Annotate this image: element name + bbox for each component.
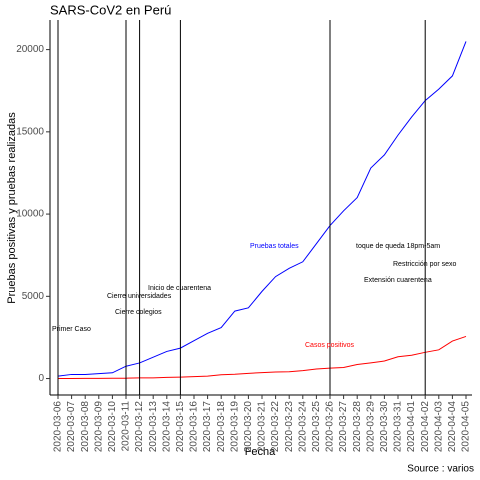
series-label: Pruebas totales (250, 243, 299, 250)
series-line (57, 41, 467, 377)
x-tick-label: 2020-03-19 (229, 401, 240, 453)
annotation: Restricción por sexo (393, 261, 457, 268)
x-tick-label: 2020-03-17 (202, 401, 213, 453)
x-tick-label: 2020-03-24 (297, 401, 308, 453)
chart-title: SARS-CoV2 en Perú (50, 2, 171, 17)
x-tick-label: 2020-03-07 (66, 401, 77, 453)
x-tick-label: 2020-03-31 (393, 401, 404, 453)
event-label: toque de queda 18pm-5am (356, 243, 440, 250)
event-label: Cierre colegios (115, 309, 162, 316)
y-tick-label: 20000 (16, 44, 44, 55)
x-tick-label: 2020-04-01 (406, 401, 417, 453)
x-tick-label: 2020-03-30 (379, 401, 390, 453)
y-tick-label: 10000 (16, 209, 44, 220)
x-tick-label: 2020-03-16 (189, 401, 200, 453)
x-tick-label: 2020-03-11 (121, 401, 132, 452)
event-label: Primer Caso (52, 326, 91, 333)
x-tick-label: 2020-04-04 (447, 401, 458, 453)
x-tick-label: 2020-03-15 (175, 401, 186, 453)
x-tick-label: 2020-03-27 (338, 401, 349, 453)
x-tick-label: 2020-03-10 (107, 401, 118, 453)
x-tick-label: 2020-04-03 (433, 401, 444, 453)
x-tick-label: 2020-03-13 (148, 401, 159, 453)
y-tick-label: 5000 (22, 291, 45, 302)
x-tick-label: 2020-03-21 (257, 401, 268, 453)
y-tick-label: 0 (38, 373, 44, 384)
series-label: Casos positivos (305, 342, 355, 349)
x-tick-label: 2020-03-22 (270, 401, 281, 453)
y-tick-label: 15000 (16, 126, 44, 137)
x-tick-label: 2020-03-14 (161, 401, 172, 453)
x-tick-label: 2020-03-20 (243, 401, 254, 453)
x-tick-label: 2020-03-29 (365, 401, 376, 453)
event-label: Cierre universidades (107, 293, 172, 300)
x-tick-label: 2020-03-23 (284, 401, 295, 453)
x-axis-title: Fecha (245, 446, 276, 458)
x-tick-label: 2020-03-06 (53, 401, 64, 453)
event-label: Extensión cuarentena (364, 277, 432, 284)
x-tick-label: 2020-03-26 (325, 401, 336, 453)
series-line (57, 335, 467, 380)
x-tick-label: 2020-03-08 (80, 401, 91, 453)
x-tick-label: 2020-03-09 (93, 401, 104, 453)
caption: Source : varios (407, 464, 474, 475)
x-tick-label: 2020-04-02 (420, 401, 431, 453)
x-tick-label: 2020-03-25 (311, 401, 322, 453)
y-axis-title: Pruebas positivas y pruebas realizadas (6, 112, 18, 304)
x-tick-label: 2020-03-12 (134, 401, 145, 453)
x-tick-label: 2020-04-05 (461, 401, 472, 453)
event-label: Inicio de cuarentena (148, 285, 211, 292)
x-tick-label: 2020-03-28 (352, 401, 363, 453)
x-tick-label: 2020-03-18 (216, 401, 227, 453)
